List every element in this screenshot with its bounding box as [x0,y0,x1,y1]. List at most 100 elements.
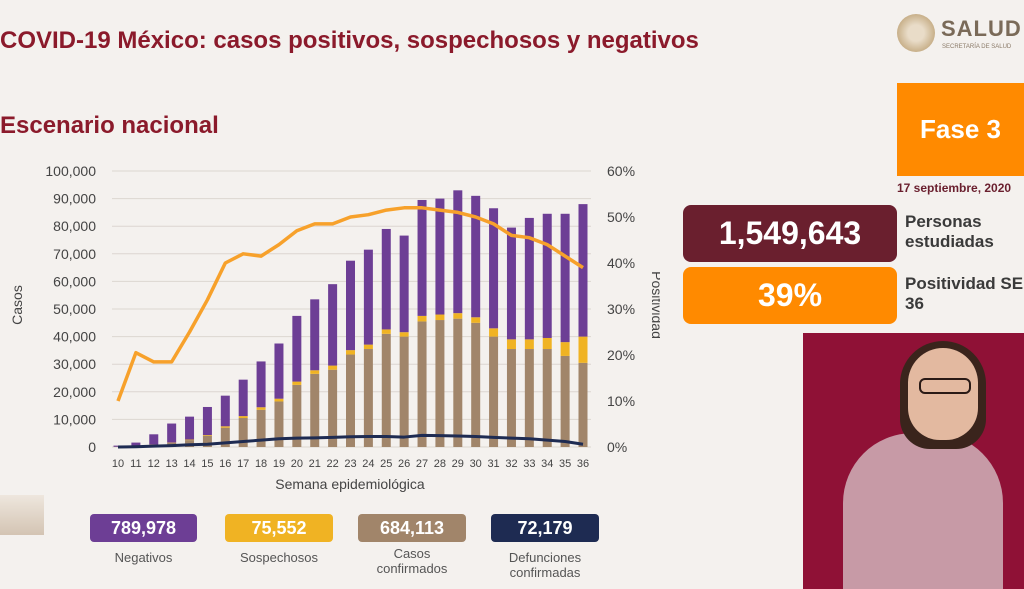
people-studied-label: Personas estudiadas [905,212,994,251]
logo-subname: SECRETARÍA DE SALUD [942,44,1012,50]
bar-casos-confirmados [256,409,266,447]
bar-sospechosos [524,339,534,350]
x-tick-label: 24 [362,458,374,470]
y2-tick-label: 0% [607,439,627,455]
x-tick-label: 35 [559,458,571,470]
y-axis-ticks: 0 10,000 20,000 30,000 40,000 50,000 60,000 70,… [45,163,96,455]
x-tick-label: 32 [505,458,517,470]
bar-sospechosos [381,329,391,334]
bar-sospechosos [292,381,302,385]
x-tick-label: 34 [541,458,553,470]
x-tick-label: 26 [398,458,410,470]
x-tick-label: 18 [255,458,267,470]
chart-lines [116,206,584,449]
x-tick-label: 31 [487,458,499,470]
interpreter-figure [843,433,1003,589]
bar-sospechosos [453,313,463,319]
y-tick-label: 70,000 [53,246,96,262]
bar-negativos [131,442,141,447]
bar-casos-confirmados [489,336,499,447]
y-tick-label: 30,000 [53,356,96,372]
bar-negativos [274,343,284,399]
bar-negativos [256,361,266,408]
positivity-label: Positividad SE 36 [905,274,1024,313]
bar-casos-confirmados [506,349,516,447]
bar-negativos [578,204,588,337]
x-tick-label: 27 [416,458,428,470]
bar-casos-confirmados [292,384,302,447]
bar-sospechosos [185,439,195,441]
bar-casos-confirmados [202,435,212,447]
bar-sospechosos [417,315,427,322]
bar-sospechosos [435,314,445,321]
bar-casos-confirmados [560,355,570,447]
confirmed-total: 684,113 [358,514,466,542]
deaths-total: 72,179 [491,514,599,542]
y-tick-label: 10,000 [53,411,96,427]
bar-sospechosos [560,342,570,356]
x-tick-label: 28 [434,458,446,470]
x-tick-label: 30 [470,458,482,470]
bar-casos-confirmados [381,333,391,447]
bar-negativos [524,217,534,340]
chart-bars [113,190,588,447]
x-tick-label: 10 [112,458,124,470]
report-date: 17 septiembre, 2020 [897,181,1012,195]
decorative-building-icon [0,495,44,535]
positivity-line [116,206,584,402]
bar-casos-confirmados [328,369,338,447]
y2-tick-label: 40% [607,255,635,271]
bar-negativos [220,395,230,427]
x-axis-label: Semana epidemiológica [275,476,425,492]
negatives-label: Negativos [114,550,173,565]
bar-negativos [381,228,391,330]
x-tick-label: 33 [523,458,535,470]
bar-casos-confirmados [435,320,445,447]
x-tick-label: 20 [291,458,303,470]
y-tick-label: 60,000 [53,273,96,289]
bar-sospechosos [310,370,320,374]
bar-negativos [363,249,373,345]
page-title: COVID-19 México: casos positivos, sospec… [0,27,699,54]
positivity-value: 39% [683,267,897,324]
x-tick-label: 23 [344,458,356,470]
x-tick-label: 19 [273,458,285,470]
bar-casos-confirmados [363,349,373,447]
y-tick-label: 90,000 [53,191,96,207]
deaths-label: Defunciones confirmadas [508,550,582,580]
bar-casos-confirmados [399,336,409,447]
x-tick-label: 13 [166,458,178,470]
bar-casos-confirmados [220,427,230,447]
phase-badge: Fase 3 [897,83,1024,176]
bar-casos-confirmados [471,322,481,447]
x-tick-label: 21 [309,458,321,470]
suspects-total: 75,552 [225,514,333,542]
bar-negativos [453,190,463,314]
x-tick-label: 14 [183,458,195,470]
bar-casos-confirmados [524,349,534,447]
bar-negativos [310,299,320,371]
bar-negativos [202,406,212,436]
bar-negativos [238,379,248,417]
seal-icon [897,14,935,52]
y-tick-label: 20,000 [53,384,96,400]
sign-language-interpreter-video [803,333,1024,589]
bar-casos-confirmados [542,349,552,447]
x-tick-label: 12 [148,458,160,470]
bar-negativos [542,213,552,338]
y2-tick-label: 60% [607,163,635,179]
y2-tick-label: 50% [607,209,635,225]
salud-logo: SALUD SECRETARÍA DE SALUD [897,12,1024,57]
logo-name: SALUD [941,16,1022,41]
bar-sospechosos [256,407,266,410]
x-tick-label: 17 [237,458,249,470]
bar-sospechosos [489,328,499,337]
bar-casos-confirmados [310,373,320,447]
bar-negativos [489,208,499,329]
bar-negativos [506,227,516,340]
y-tick-label: 100,000 [45,163,96,179]
bar-sospechosos [220,426,230,428]
y-tick-label: 40,000 [53,329,96,345]
bar-negativos [292,315,302,382]
section-title: Escenario nacional [0,112,219,139]
